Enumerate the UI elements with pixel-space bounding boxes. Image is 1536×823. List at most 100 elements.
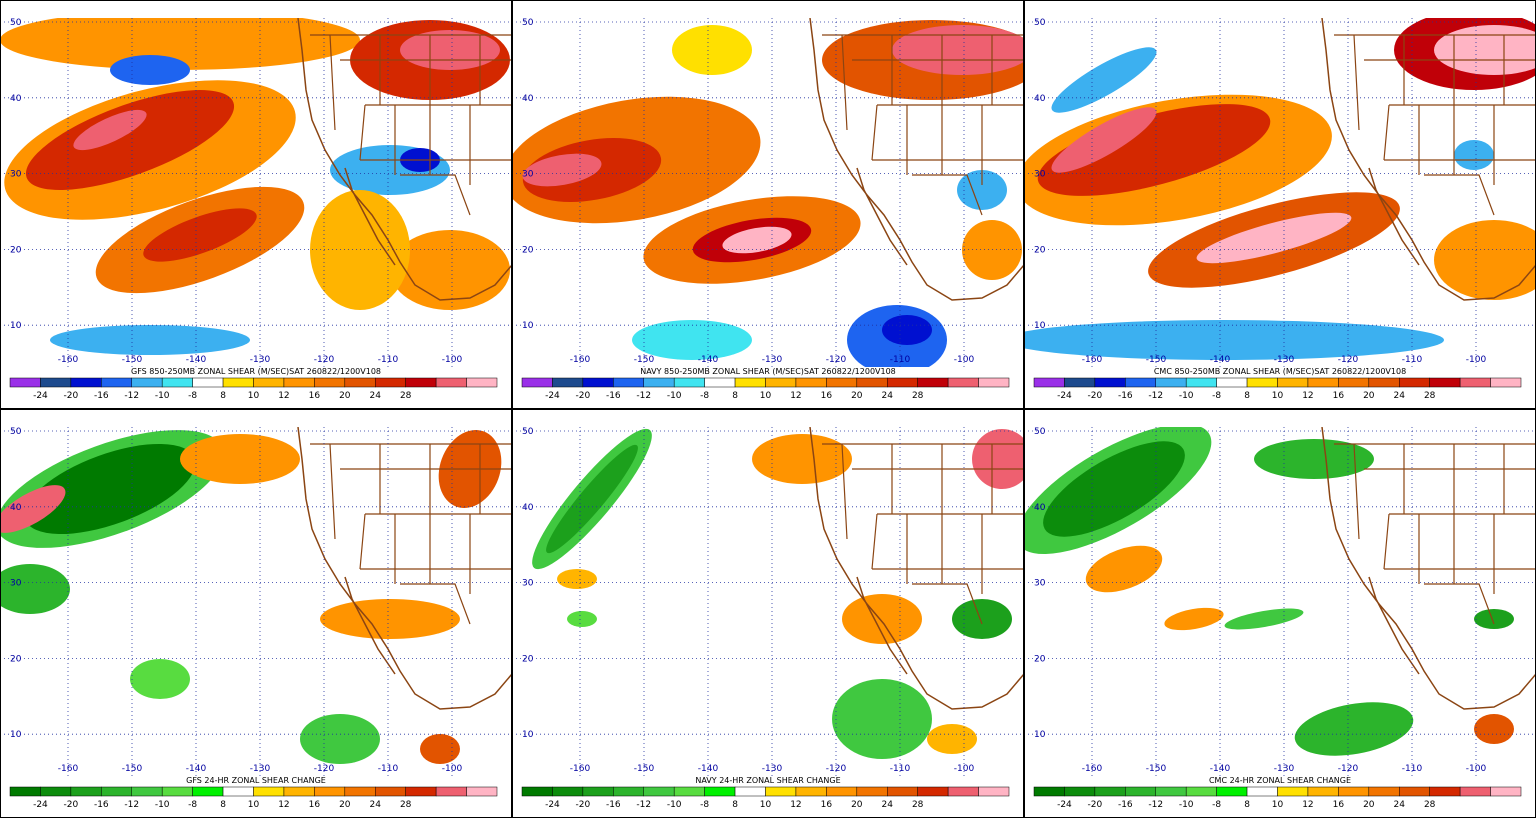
colorbar-label: -20 (64, 800, 79, 810)
shear-area (180, 434, 300, 484)
lon-label: -110 (1402, 355, 1423, 365)
colorbar-swatch (826, 786, 858, 797)
colorbar-swatch (40, 786, 72, 797)
lat-label: 20 (10, 245, 22, 255)
map-panel: 50 40 30 20 10 -160 -150 -140 -130 -120 -110 -100 NA… (512, 0, 1024, 409)
shear-area (310, 190, 410, 310)
colorbar-label: 12 (790, 800, 801, 810)
colorbar-swatch (9, 377, 41, 388)
caption: CMC 850-250MB ZONAL SHEAR (M/SEC)SAT 260… (1154, 367, 1406, 376)
coastline (297, 427, 512, 710)
colorbar-label: 28 (1424, 800, 1436, 810)
colorbar-swatch (161, 786, 193, 797)
colorbar-swatch (70, 786, 102, 797)
colorbar-label: -10 (1179, 391, 1194, 401)
colorbar-label: 24 (882, 800, 894, 810)
colorbar-swatch (1064, 377, 1096, 388)
colorbar-label: 16 (309, 800, 321, 810)
colorbar-swatch (253, 377, 285, 388)
colorbar-label: 12 (278, 800, 289, 810)
lat-label: 20 (522, 654, 534, 664)
colorbar-swatch (582, 786, 614, 797)
shear-area (1043, 441, 1185, 537)
shear-area (400, 30, 500, 70)
colorbar-swatch (1125, 786, 1156, 797)
colorbar-swatch (40, 377, 72, 388)
lon-label: -100 (442, 764, 463, 774)
shear-area (1024, 320, 1444, 360)
lon-label: -130 (250, 764, 271, 774)
shear-area (882, 315, 932, 345)
lat-label: 40 (522, 94, 534, 104)
colorbar-label: 24 (882, 391, 894, 401)
map-area (1024, 18, 1536, 367)
lat-label: 20 (10, 654, 22, 664)
colorbar-swatch (1338, 377, 1370, 388)
lon-label: -100 (954, 355, 975, 365)
lat-label: 10 (522, 730, 534, 740)
colorbar-swatch (1399, 377, 1430, 388)
colorbar-label: -24 (545, 391, 560, 401)
colorbar-label: -10 (667, 800, 682, 810)
colorbar-swatch (405, 377, 437, 388)
colorbar-label: 16 (821, 391, 833, 401)
colorbar-label: 16 (1333, 391, 1345, 401)
lon-label: -120 (314, 764, 335, 774)
colorbar-label: -8 (1212, 391, 1221, 401)
lat-label: 10 (10, 321, 22, 331)
lat-label: 30 (1034, 170, 1046, 180)
colorbar-swatch (375, 786, 406, 797)
lat-label: 10 (1034, 730, 1046, 740)
colorbar-label: -24 (33, 800, 48, 810)
shear-area (927, 724, 977, 754)
colorbar-swatch (1459, 377, 1491, 388)
colorbar-swatch (643, 377, 675, 388)
lon-label: -150 (122, 764, 143, 774)
shear-area (0, 485, 66, 533)
colorbar-label: 28 (912, 800, 924, 810)
colorbar-swatch (1155, 786, 1187, 797)
colorbar-swatch (613, 377, 644, 388)
shear-area (972, 429, 1024, 489)
lon-label: -130 (250, 355, 271, 365)
colorbar-swatch (1216, 377, 1248, 388)
lat-label: 10 (522, 321, 534, 331)
panel-border (512, 409, 1024, 818)
colorbar-label: 8 (732, 800, 738, 810)
colorbar-label: 24 (370, 800, 382, 810)
lon-label: -160 (58, 764, 79, 774)
colorbar-label: -20 (1088, 800, 1103, 810)
lon-label: -140 (186, 764, 207, 774)
map-panel: 50 40 30 20 10 -160 -150 -140 -130 -120 -110 -100 CM… (1024, 409, 1536, 818)
map-area (0, 427, 512, 776)
shear-area (0, 18, 360, 70)
shear-area (546, 444, 638, 554)
caption: GFS 850-250MB ZONAL SHEAR (M/SEC)SAT 260… (131, 367, 381, 376)
lat-label: 30 (522, 170, 534, 180)
colorbar-swatch (192, 377, 224, 388)
shear-area (632, 320, 752, 360)
colorbar-swatch (613, 786, 644, 797)
lon-label: -120 (1338, 764, 1359, 774)
lon-label: -100 (442, 355, 463, 365)
colorbar-swatch (161, 377, 193, 388)
colorbar-label: 10 (760, 391, 772, 401)
colorbar-label: 20 (1363, 391, 1375, 401)
colorbar-label: 10 (1272, 391, 1284, 401)
shear-area (320, 599, 460, 639)
shear-area (110, 55, 190, 85)
colorbar-swatch (826, 377, 858, 388)
colorbar-swatch (1368, 377, 1400, 388)
colorbar-swatch (131, 786, 163, 797)
colorbar-swatch (1490, 786, 1522, 797)
colorbar-swatch (435, 786, 467, 797)
colorbar-label: 24 (1394, 391, 1406, 401)
caption: NAVY 24-HR ZONAL SHEAR CHANGE (695, 776, 840, 785)
shear-area (952, 599, 1012, 639)
colorbar-swatch (1246, 377, 1278, 388)
lon-label: -150 (122, 355, 143, 365)
caption: NAVY 850-250MB ZONAL SHEAR (M/SEC)SAT 26… (640, 367, 896, 376)
colorbar-swatch (314, 786, 346, 797)
colorbar-swatch (704, 786, 736, 797)
lon-label: -110 (1402, 764, 1423, 774)
